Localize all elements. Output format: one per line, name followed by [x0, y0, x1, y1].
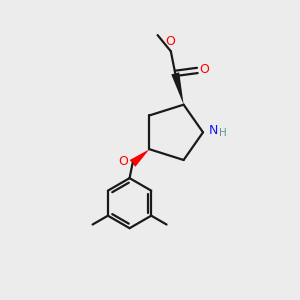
- Text: H: H: [219, 128, 227, 138]
- Text: N: N: [208, 124, 218, 137]
- Text: O: O: [118, 155, 128, 168]
- Text: O: O: [165, 35, 175, 48]
- Text: O: O: [200, 63, 210, 76]
- Polygon shape: [171, 72, 184, 105]
- Polygon shape: [130, 149, 149, 167]
